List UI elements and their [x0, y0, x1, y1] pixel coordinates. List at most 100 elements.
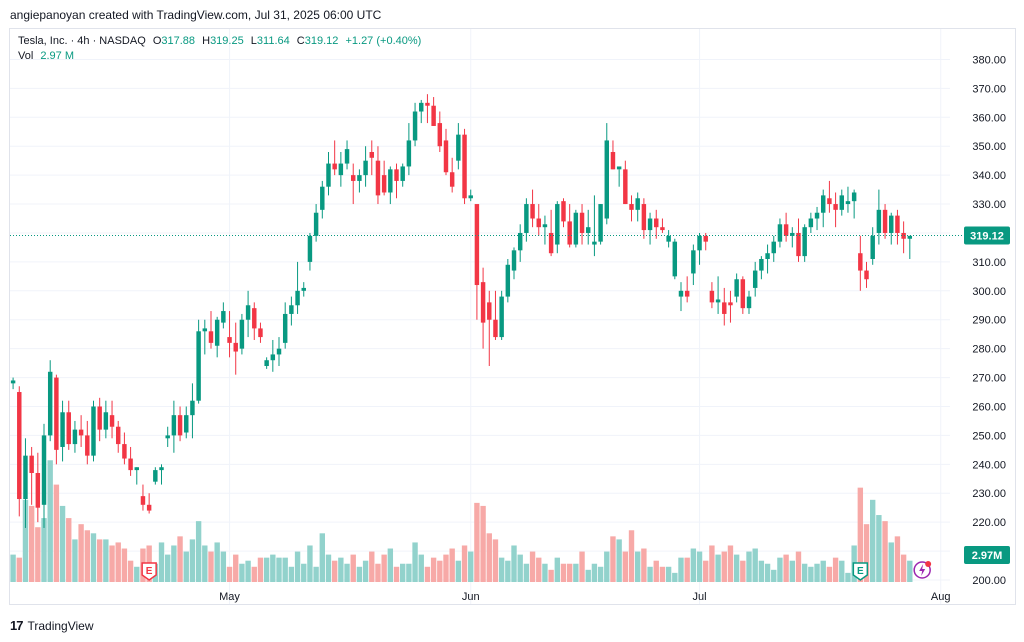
- overlays: 319.12 2.97M E E: [10, 226, 1010, 581]
- candle-body: [783, 224, 789, 236]
- candle-body: [647, 218, 653, 231]
- candle-body: [771, 241, 776, 254]
- candle-body: [196, 331, 201, 401]
- candle-body: [678, 290, 684, 297]
- candle-body: [295, 290, 300, 306]
- candle-body: [264, 360, 269, 366]
- high-label: H: [202, 35, 211, 47]
- volume-bar: [350, 554, 356, 582]
- volume-bar: [288, 566, 295, 582]
- last-volume-label-bg: [964, 546, 1010, 564]
- volume-bar: [548, 569, 554, 582]
- volume-bar: [566, 563, 573, 582]
- candle-body: [10, 380, 16, 384]
- candle-body: [796, 232, 801, 257]
- volume-bar: [888, 542, 894, 582]
- volume-bar: [721, 551, 727, 582]
- volume-bar: [134, 566, 140, 582]
- candle-body: [734, 279, 739, 297]
- volume-bar: [127, 560, 134, 582]
- candle-body: [623, 169, 628, 205]
- candle-body: [666, 235, 671, 242]
- volume-bar: [165, 554, 171, 582]
- volume-bar: [703, 560, 709, 582]
- volume-bar: [758, 560, 765, 582]
- candle-body: [239, 319, 245, 349]
- volume-bar: [498, 557, 505, 582]
- candle-body: [493, 319, 498, 338]
- candle-body: [307, 235, 313, 262]
- candle-body: [419, 102, 424, 112]
- candle-body: [35, 473, 41, 508]
- candle-body: [561, 201, 566, 222]
- volume-bar: [529, 551, 536, 582]
- candle-body: [17, 392, 22, 500]
- volume-bar: [10, 554, 16, 582]
- time-axis: May Jun Jul Aug: [219, 591, 950, 603]
- change-value: +1.27 (+0.40%): [345, 35, 422, 47]
- volume-bar: [511, 545, 517, 582]
- candle-body: [289, 305, 294, 314]
- candle-body: [524, 204, 529, 233]
- price-tick-label: 270.00: [972, 373, 1006, 385]
- volume-bar: [171, 545, 177, 582]
- candle-body: [827, 198, 832, 205]
- volume-bar: [369, 551, 375, 582]
- earnings-event-label: E: [857, 566, 864, 577]
- price-tick-label: 370.00: [972, 83, 1006, 95]
- volume-bar: [505, 560, 511, 582]
- candle-body: [505, 264, 511, 297]
- volume-bar: [455, 560, 462, 582]
- candle-body: [604, 140, 610, 219]
- volume-bar: [443, 554, 449, 582]
- volume-bar: [616, 539, 622, 582]
- candle-body: [530, 204, 535, 219]
- last-volume-label: 2.97M: [972, 550, 1003, 562]
- volume-bar: [282, 557, 288, 582]
- volume-bar: [579, 551, 585, 582]
- price-tick-label: 280.00: [972, 344, 1006, 356]
- candle-body: [449, 172, 455, 187]
- volume-bar: [894, 536, 901, 582]
- candle-body: [190, 400, 195, 416]
- volume-bar: [907, 560, 913, 582]
- candle-body: [41, 435, 47, 505]
- candle-body: [252, 308, 257, 329]
- volume-bar: [659, 566, 666, 582]
- volume-bar: [727, 545, 734, 582]
- earnings-event-icon: [852, 562, 869, 581]
- candle-body: [585, 227, 591, 233]
- candle-body: [889, 215, 894, 233]
- candle-body: [592, 241, 597, 245]
- candle-body: [381, 175, 387, 193]
- symbol-title: Tesla, Inc. · 4h · NASDAQ: [18, 35, 146, 47]
- earnings-event-label: E: [146, 566, 153, 577]
- candle-body: [697, 235, 702, 251]
- candle-body: [140, 496, 146, 505]
- volume-bar: [276, 557, 282, 582]
- volume-bar: [22, 499, 29, 582]
- candle-body: [499, 296, 504, 338]
- open-label: O: [152, 35, 162, 47]
- candle-body: [109, 415, 115, 427]
- last-price-label: 319.12: [970, 231, 1004, 243]
- volume-bar: [381, 554, 387, 582]
- candle-body: [159, 467, 164, 471]
- lightning-bolt-icon: [919, 564, 926, 576]
- candle-body: [567, 221, 572, 245]
- volume-bar: [294, 551, 301, 582]
- volume-bar: [437, 560, 443, 582]
- candle-body: [511, 250, 517, 271]
- candle-body: [97, 406, 102, 430]
- candle-body: [876, 209, 882, 233]
- volume-bar: [554, 557, 560, 582]
- low-value: 311.64: [256, 35, 290, 47]
- price-tick-label: 200.00: [972, 575, 1006, 587]
- volume-bar: [882, 521, 888, 582]
- candle-body: [85, 435, 90, 456]
- candle-body: [579, 212, 585, 233]
- price-tick-label: 230.00: [972, 488, 1006, 500]
- candle-body: [882, 209, 888, 233]
- volume-bar: [870, 499, 876, 582]
